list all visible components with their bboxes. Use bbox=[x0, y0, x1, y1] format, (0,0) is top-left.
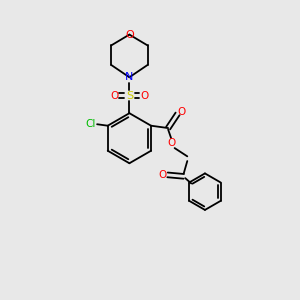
Text: O: O bbox=[141, 91, 149, 100]
Text: N: N bbox=[125, 72, 134, 82]
Text: O: O bbox=[159, 170, 167, 180]
Text: O: O bbox=[167, 138, 175, 148]
Text: S: S bbox=[126, 91, 133, 100]
Text: O: O bbox=[110, 91, 118, 100]
Text: O: O bbox=[125, 30, 134, 40]
Text: O: O bbox=[178, 107, 186, 118]
Text: Cl: Cl bbox=[85, 119, 96, 129]
